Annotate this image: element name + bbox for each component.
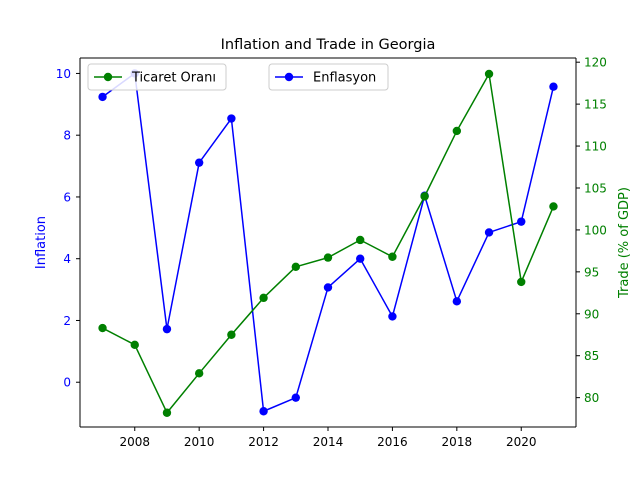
data-point (452, 297, 462, 306)
right-tick-label: 95 (584, 265, 599, 279)
legend-0: Ticaret Oranı (87, 63, 227, 91)
left-tick-label: 0 (63, 376, 71, 390)
legend-1: Enflasyon (268, 63, 389, 91)
legend-label: Enflasyon (313, 71, 376, 86)
data-point (259, 407, 268, 416)
legend-box (87, 63, 227, 91)
left-tick-label: 8 (63, 129, 71, 143)
x-tick-label: 2010 (184, 435, 215, 449)
left-tick-label: 2 (63, 314, 71, 328)
data-point (259, 293, 268, 303)
legends: Ticaret Oranı Enflasyon (87, 63, 389, 91)
data-point (162, 408, 172, 417)
data-point (484, 228, 494, 237)
data-point (194, 369, 204, 378)
data-point (194, 158, 204, 167)
legend-label: Ticaret Oranı (131, 71, 216, 86)
x-tick-label: 2014 (313, 435, 344, 449)
data-point (291, 393, 300, 402)
data-point (227, 330, 236, 339)
data-point (130, 340, 139, 350)
right-tick-label: 80 (584, 391, 599, 405)
data-point (484, 69, 494, 79)
data-point (517, 217, 526, 226)
data-point (549, 202, 558, 211)
data-point (291, 262, 300, 272)
data-point (452, 126, 462, 136)
left-axis-label: Inflation (34, 216, 49, 269)
x-tick-label: 2020 (506, 435, 537, 449)
right-tick-label: 115 (584, 98, 607, 112)
data-point (227, 114, 236, 123)
left-tick-label: 6 (63, 190, 71, 204)
left-tick-label: 10 (56, 67, 71, 81)
legend-marker (103, 72, 113, 82)
right-tick-label: 85 (584, 349, 599, 363)
x-tick-label: 2016 (377, 435, 408, 449)
right-tick-label: 90 (584, 307, 599, 321)
right-axis-label: Trade (% of GDP) (617, 187, 632, 299)
data-point (420, 192, 429, 201)
data-point (356, 254, 365, 263)
series-1 (98, 69, 558, 417)
series-0 (98, 69, 558, 416)
data-point (388, 312, 397, 321)
data-point (388, 252, 397, 261)
data-point (549, 82, 558, 91)
x-tick-label: 2012 (248, 435, 279, 449)
legend-box (268, 63, 389, 91)
x-tick-label: 2008 (119, 435, 150, 449)
data-point (98, 323, 107, 333)
right-tick-label: 120 (584, 56, 607, 70)
data-point (517, 277, 526, 287)
legend-marker (284, 72, 294, 82)
data-point (323, 253, 333, 262)
data-point (356, 235, 365, 245)
data-point (323, 283, 333, 292)
left-tick-label: 4 (63, 252, 71, 266)
right-tick-label: 105 (584, 181, 607, 195)
right-tick-label: 100 (584, 223, 607, 237)
data-point (98, 92, 107, 102)
plot-area: 2008 2010 2012 2014 2016 2018 2020 0 2 4 6 8 10 80 85 9… (34, 56, 632, 449)
data-point (162, 324, 172, 334)
chart-title: Inflation and Trade in Georgia (221, 37, 436, 53)
right-tick-label: 110 (584, 140, 607, 154)
x-tick-label: 2018 (442, 435, 473, 449)
